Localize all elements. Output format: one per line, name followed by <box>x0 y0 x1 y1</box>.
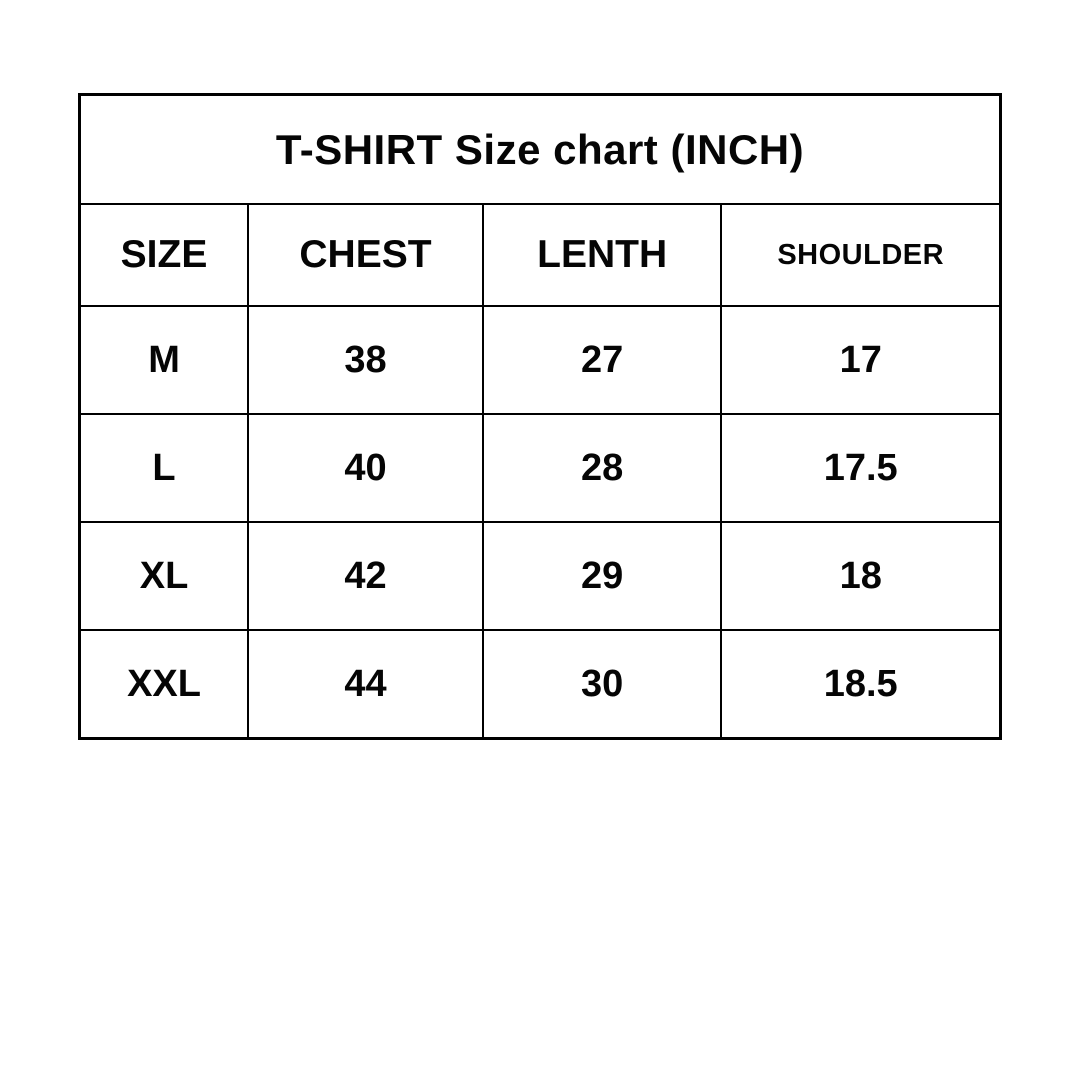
size-chart-table: T-SHIRT Size chart (INCH) SIZE CHEST LEN… <box>78 93 1002 740</box>
column-header-chest: CHEST <box>247 203 484 307</box>
cell-chest: 40 <box>247 413 484 523</box>
table-title: T-SHIRT Size chart (INCH) <box>78 93 1002 205</box>
cell-shoulder: 17.5 <box>720 413 1002 523</box>
cell-shoulder: 18.5 <box>720 629 1002 740</box>
header-row: SIZE CHEST LENTH SHOULDER <box>78 203 1002 307</box>
cell-lenth: 30 <box>481 629 723 740</box>
title-row: T-SHIRT Size chart (INCH) <box>78 93 1002 205</box>
cell-lenth: 28 <box>481 413 723 523</box>
cell-size: XXL <box>78 629 250 740</box>
column-header-lenth: LENTH <box>481 203 723 307</box>
table-row-xl: XL 42 29 18 <box>78 521 1002 631</box>
table-row-m: M 38 27 17 <box>78 305 1002 415</box>
table-row-l: L 40 28 17.5 <box>78 413 1002 523</box>
cell-shoulder: 18 <box>720 521 1002 631</box>
cell-lenth: 27 <box>481 305 723 415</box>
cell-chest: 42 <box>247 521 484 631</box>
column-header-shoulder: SHOULDER <box>720 203 1002 307</box>
cell-chest: 38 <box>247 305 484 415</box>
column-header-size: SIZE <box>78 203 250 307</box>
cell-shoulder: 17 <box>720 305 1002 415</box>
cell-lenth: 29 <box>481 521 723 631</box>
table-row-xxl: XXL 44 30 18.5 <box>78 629 1002 740</box>
cell-size: L <box>78 413 250 523</box>
cell-size: XL <box>78 521 250 631</box>
cell-chest: 44 <box>247 629 484 740</box>
cell-size: M <box>78 305 250 415</box>
